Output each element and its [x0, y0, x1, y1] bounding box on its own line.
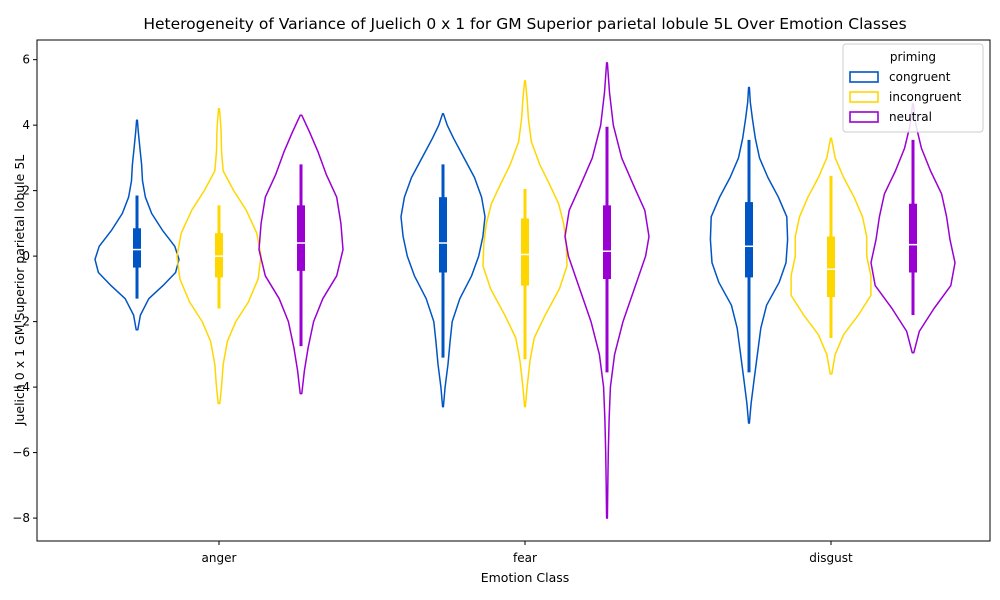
- x-axis-label: Emotion Class: [481, 570, 570, 585]
- violin-incongruent-disgust: [790, 137, 872, 375]
- y-tick-label: 6: [22, 53, 30, 67]
- violin-congruent-disgust: [709, 86, 789, 424]
- violin-outline: [482, 80, 568, 408]
- violin-outline: [400, 112, 486, 408]
- legend-swatch: [849, 71, 879, 83]
- violin-incongruent-fear: [482, 80, 568, 408]
- iqr-box: [297, 205, 305, 271]
- x-tick-label: fear: [513, 551, 537, 565]
- chart-title: Heterogeneity of Variance of Juelich 0 x…: [143, 15, 906, 33]
- y-tick-label: −8: [12, 511, 30, 525]
- x-tick-label: anger: [202, 551, 237, 565]
- iqr-box: [827, 236, 835, 298]
- violin-neutral-fear: [564, 62, 650, 519]
- y-tick-label: 4: [22, 118, 30, 132]
- iqr-box: [603, 205, 611, 280]
- legend-item-congruent: congruent: [849, 70, 951, 84]
- y-tick-label: 0: [22, 249, 30, 263]
- y-tick-label: −4: [12, 380, 30, 394]
- violin-outline: [176, 108, 262, 405]
- violin-neutral-anger: [258, 114, 344, 395]
- legend-swatch: [849, 91, 879, 103]
- legend-item-incongruent: incongruent: [849, 90, 962, 104]
- y-tick-label: −2: [12, 315, 30, 329]
- legend-label: congruent: [889, 70, 951, 84]
- violin-outline: [94, 119, 180, 331]
- iqr-box: [909, 203, 917, 273]
- violin-outline: [258, 114, 344, 395]
- legend-label: neutral: [889, 110, 932, 124]
- legend-item-neutral: neutral: [849, 110, 932, 124]
- legend-title: priming: [890, 50, 936, 64]
- x-tick-label: disgust: [809, 551, 853, 565]
- plot-area: [94, 62, 956, 519]
- iqr-box: [215, 233, 223, 278]
- legend-box: [842, 43, 984, 133]
- plot-frame: [36, 39, 991, 542]
- legend: priming congruent incongruent neutral: [842, 43, 984, 133]
- iqr-box: [521, 218, 529, 286]
- legend-swatch: [849, 111, 879, 123]
- iqr-box: [439, 197, 447, 273]
- y-tick-label: −6: [12, 446, 30, 460]
- violin-incongruent-anger: [176, 108, 262, 405]
- axes: −8 −6 −4 −2 0 2 4 6 anger fear disgust: [12, 39, 991, 565]
- violin-outline: [564, 62, 650, 519]
- iqr-box: [745, 202, 753, 278]
- legend-label: incongruent: [889, 90, 962, 104]
- violin-congruent-fear: [400, 112, 486, 408]
- iqr-box: [133, 228, 141, 268]
- y-tick-label: 2: [22, 184, 30, 198]
- violin-outline: [790, 137, 872, 375]
- y-axis-label: Juelich 0 x 1 GM Superior parietal lobul…: [12, 155, 27, 427]
- violin-congruent-anger: [94, 119, 180, 331]
- violin-outline: [709, 86, 789, 424]
